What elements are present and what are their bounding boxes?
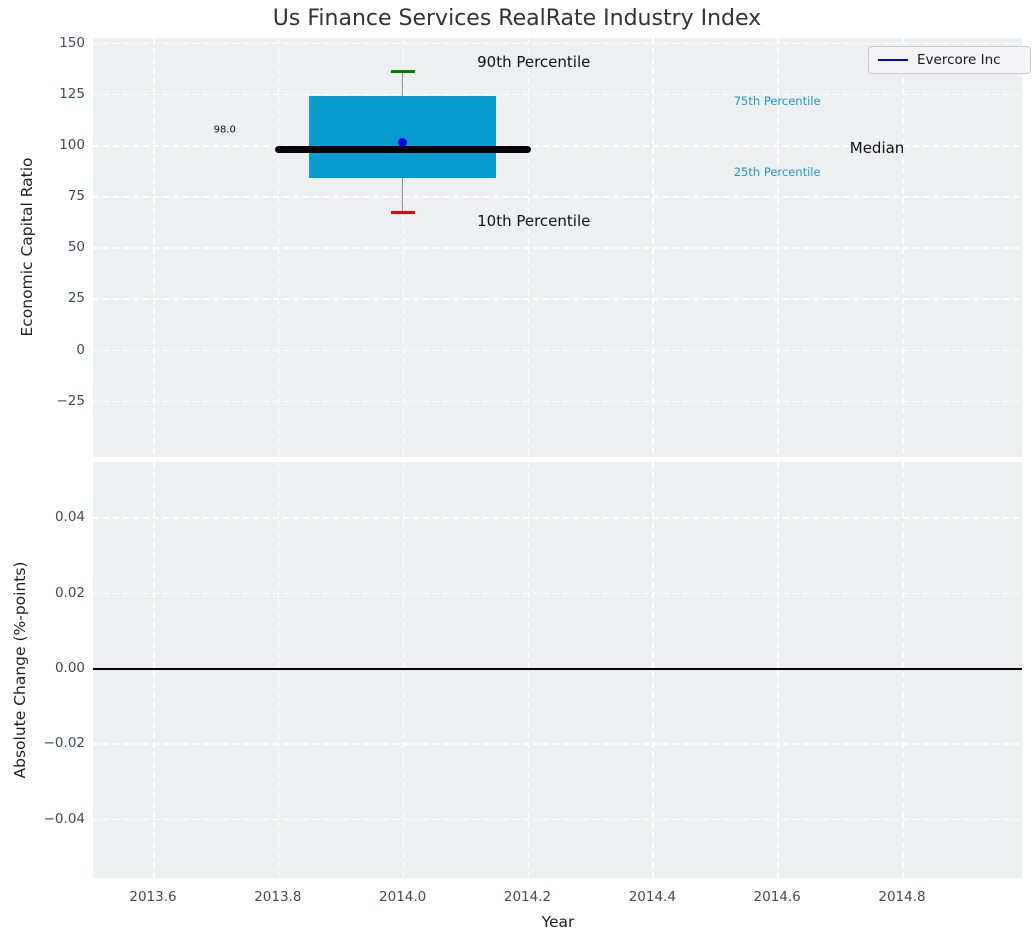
legend-line-swatch: [878, 58, 908, 62]
ytick-label: 150: [59, 34, 85, 51]
annotation: 98.0: [213, 124, 236, 136]
xtick-label: 2014.2: [503, 889, 552, 905]
xtick-label: 2013.6: [129, 889, 177, 905]
cap-90th-percentile: [390, 69, 415, 73]
legend-label: Evercore Inc: [917, 52, 1001, 68]
gridline-vertical: [652, 462, 654, 878]
xlabel-year: Year: [541, 913, 575, 931]
gridline-horizontal: [93, 349, 1022, 352]
gridline-vertical: [277, 462, 280, 878]
ytick-label: 0.04: [54, 509, 85, 526]
xtick-label: 2014.0: [379, 889, 427, 905]
gridline-vertical: [153, 462, 155, 878]
interquartile-box: [309, 95, 497, 178]
gridline-vertical: [902, 462, 904, 878]
gridline-horizontal: [93, 196, 1022, 198]
median-line: [274, 145, 531, 153]
annotation: Median: [849, 139, 905, 158]
axes-economic-capital-ratio: [93, 38, 1022, 457]
annotation: 10th Percentile: [477, 211, 591, 230]
ytick-label: 75: [67, 188, 85, 205]
gridline-vertical: [527, 462, 529, 878]
gridline-horizontal: [93, 743, 1022, 745]
annotation: 75th Percentile: [733, 94, 821, 108]
annotation: 25th Percentile: [733, 164, 821, 179]
ytick-label: −25: [56, 392, 86, 409]
ytick-label: 0.02: [54, 584, 85, 601]
ytick-label: 50: [67, 239, 85, 256]
gridline-horizontal: [93, 400, 1022, 403]
zero-reference-line: [93, 668, 1022, 670]
ytick-label: 0: [76, 341, 85, 358]
chart-title: Us Finance Services RealRate Industry In…: [272, 6, 762, 31]
ytick-label: 0.00: [54, 660, 85, 676]
xtick-label: 2014.8: [878, 889, 926, 905]
ytick-label: 125: [59, 85, 85, 102]
gridline-horizontal: [93, 298, 1022, 300]
gridline-horizontal: [93, 517, 1022, 519]
gridline-horizontal: [93, 592, 1022, 595]
ytick-label: −0.02: [43, 735, 85, 752]
gridline-vertical: [402, 462, 405, 878]
xtick-label: 2014.6: [753, 889, 801, 905]
axes-absolute-change: [93, 462, 1022, 878]
xtick-label: 2014.4: [628, 889, 676, 905]
ytick-label: 100: [59, 137, 85, 153]
legend[interactable]: Evercore Inc: [868, 46, 1031, 74]
annotation: 90th Percentile: [477, 53, 591, 72]
gridline-horizontal: [93, 145, 1022, 147]
ytick-label: −0.04: [43, 810, 85, 827]
cap-10th-percentile: [390, 211, 415, 215]
gridline-horizontal: [93, 93, 1022, 96]
xtick-label: 2013.8: [254, 889, 302, 905]
gridline-horizontal: [93, 42, 1022, 45]
ytick-label: 25: [67, 290, 85, 307]
gridline-vertical: [777, 462, 779, 878]
gridline-horizontal: [93, 247, 1022, 249]
company-point-evercore: [398, 138, 408, 148]
gridline-horizontal: [93, 818, 1022, 821]
